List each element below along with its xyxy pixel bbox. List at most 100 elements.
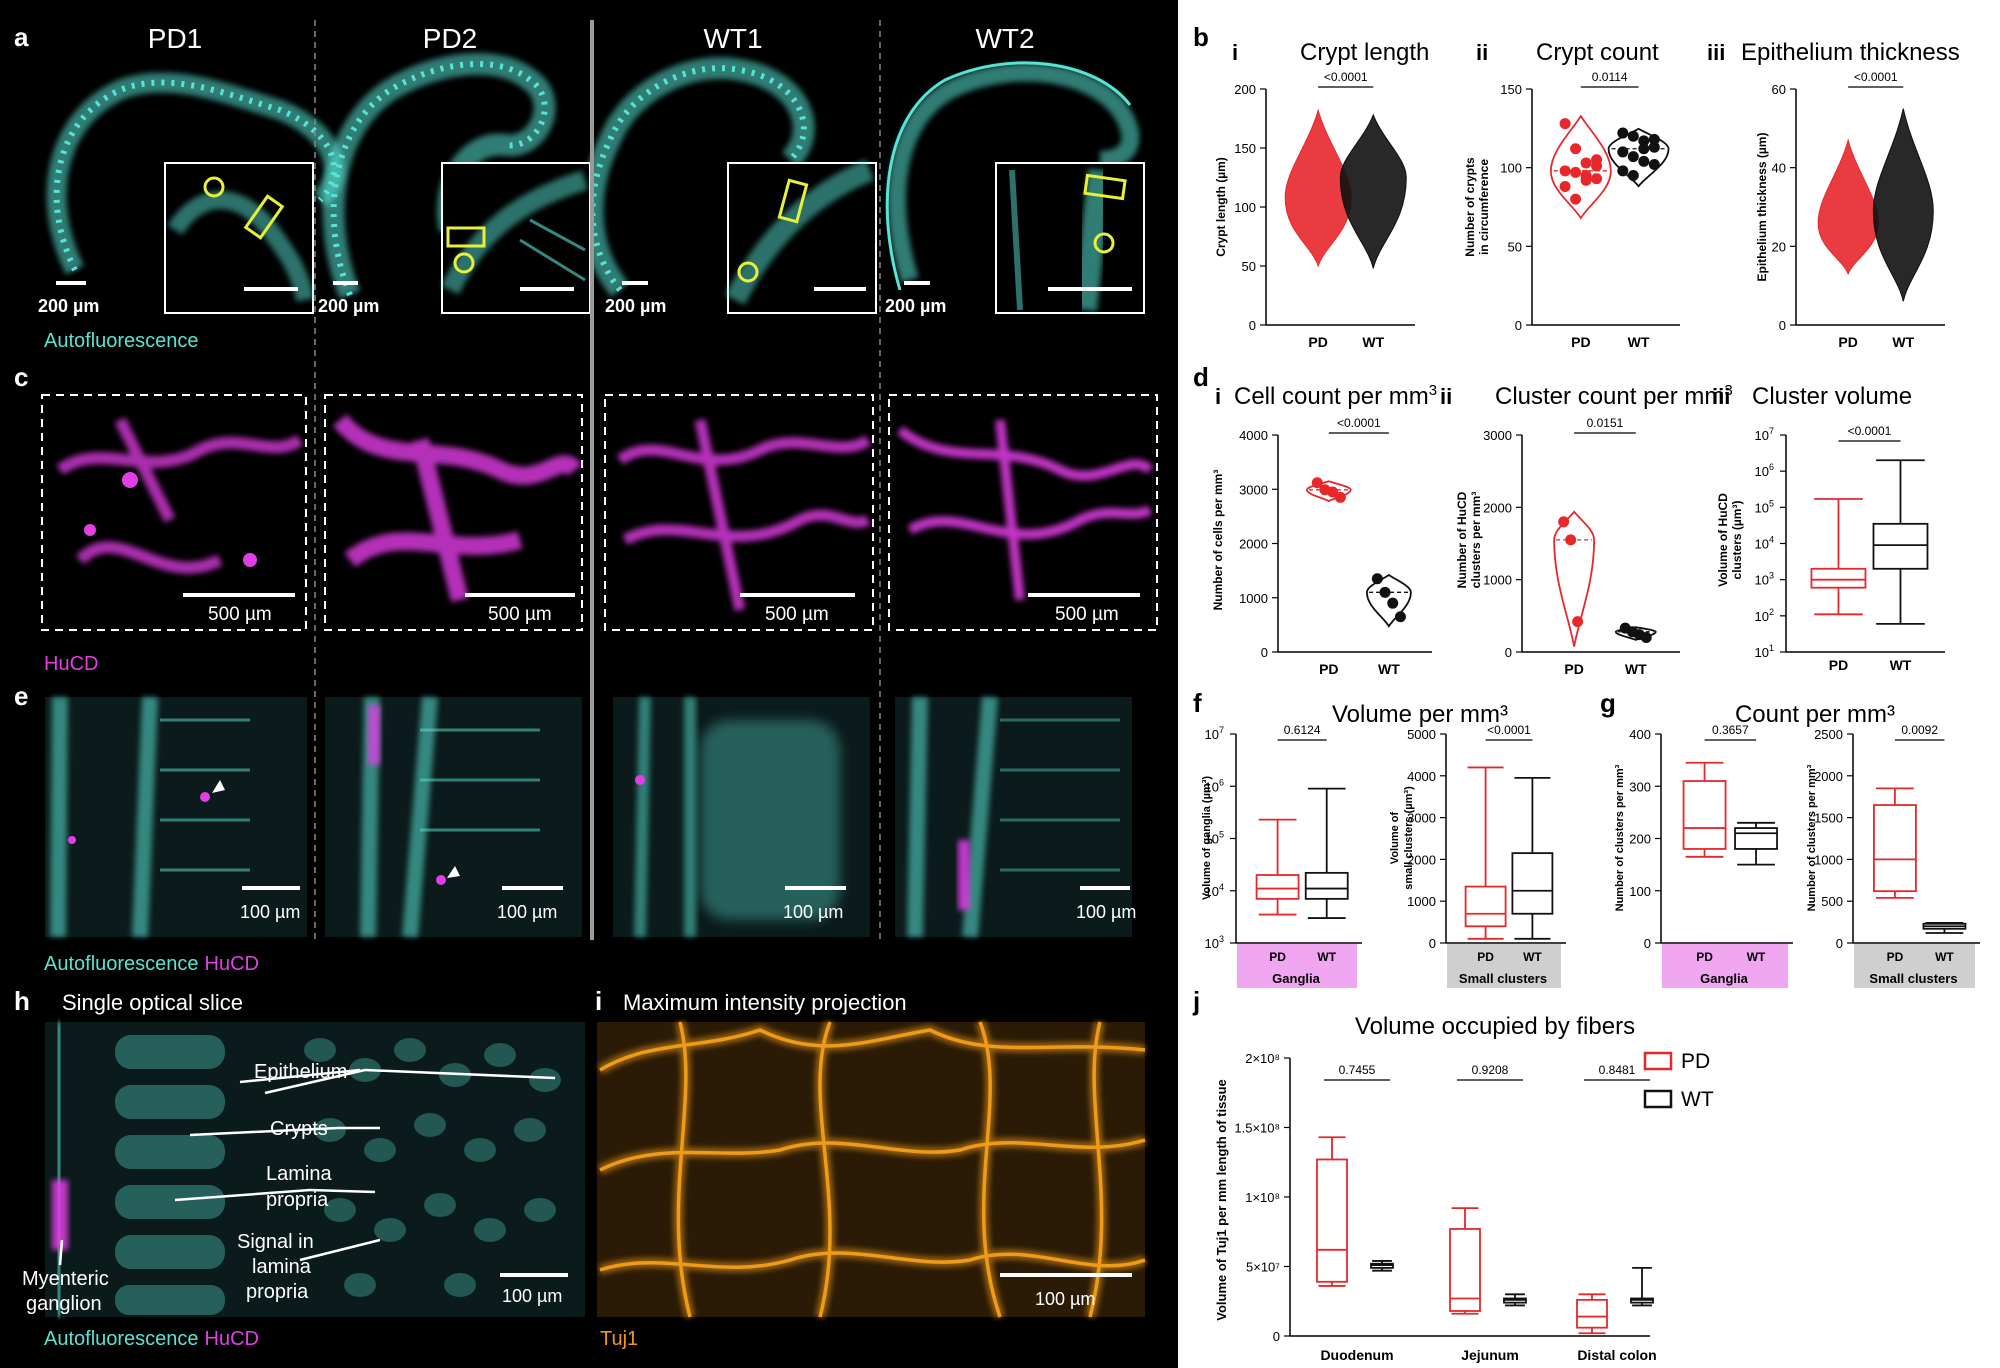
data-point (1580, 174, 1592, 186)
y-tick-label: 103 (1755, 571, 1774, 588)
tick-exponent: 7 (1769, 426, 1774, 436)
y-tick-label: 1000 (1814, 852, 1843, 867)
chart-roman-numeral: i (1232, 40, 1238, 65)
scalebar-label: 100 µm (783, 902, 843, 922)
chart-title: Cluster volume (1752, 383, 1912, 410)
group-label: Ganglia (1700, 971, 1748, 986)
box-wt (1370, 1260, 1394, 1272)
inset-circle-marker (1093, 232, 1115, 254)
hucd-image-pd1: 500 µm (41, 394, 307, 631)
y-tick-label: 100 (1234, 200, 1256, 215)
y-tick-label: 107 (1205, 725, 1224, 742)
data-point (1570, 143, 1582, 155)
chart-b-i: 0 50 100 150 200 PD WT <0.0001 (1234, 70, 1415, 350)
sample-label-wt1: WT1 (703, 23, 762, 54)
y-tick-label: 2500 (1814, 727, 1843, 742)
scalebar-label: 500 µm (765, 604, 829, 625)
panel-h-title: Single optical slice (62, 990, 243, 1015)
scalebar-label: 200 µm (318, 296, 379, 316)
box (1682, 780, 1727, 850)
label-lamina-propria: Lamina (266, 1163, 332, 1185)
label-lamina-propria-2: propria (266, 1189, 329, 1211)
tissue-image-pd1 (46, 72, 345, 275)
y-tick-label: 0 (1644, 936, 1651, 951)
sample-label-pd1: PD1 (148, 23, 202, 54)
channel-label-autofluorescence: Autofluorescence (44, 330, 199, 352)
y-axis-label: Crypt length (µm) (1214, 157, 1228, 257)
y-tick-label: 20 (1772, 239, 1786, 254)
tick-base: 10 (1755, 537, 1769, 552)
data-point (1648, 141, 1660, 153)
scalebar-label: 100 µm (240, 902, 300, 922)
panel-d-letter: d (1193, 362, 1209, 392)
crypt-pattern (115, 1035, 225, 1315)
chart-title: Cell count per mm3 (1234, 382, 1437, 410)
group-label: Small clusters (1869, 971, 1957, 986)
y-tick-label: 1500 (1814, 811, 1843, 826)
legend-label-wt: WT (1681, 1088, 1714, 1111)
box-pd (1576, 1293, 1608, 1335)
x-tick-label: PD (1477, 950, 1494, 964)
y-tick-label: 4000 (1239, 428, 1268, 443)
hucd-image-wt2: 500 µm (888, 394, 1158, 631)
box-wt (1734, 821, 1778, 866)
inset-pd1 (164, 162, 314, 314)
hucd-image-wt1: 500 µm (604, 394, 874, 631)
tick-exponent: 4 (1769, 535, 1774, 545)
y-tick-label: 400 (1629, 727, 1651, 742)
chart-title: Crypt length (1300, 39, 1429, 66)
p-value: 0.8481 (1599, 1063, 1636, 1077)
inset-rect-marker (777, 178, 809, 224)
y-tick-label: 1000 (1407, 894, 1436, 909)
y-tick-label: 3000 (1483, 428, 1512, 443)
group-band (1237, 944, 1357, 988)
violin-wt (1614, 626, 1657, 641)
overlay-image-1: 100 µm (45, 696, 307, 938)
group-label: Ganglia (1272, 971, 1320, 986)
y-tick-label: 2000 (1407, 852, 1436, 867)
y-axis-label: Number of HuCD (1455, 491, 1469, 588)
y-tick-label: 1000 (1239, 591, 1268, 606)
box (1449, 1228, 1481, 1312)
p-value: 0.0092 (1901, 723, 1938, 737)
tick-exponent: 7 (1219, 725, 1224, 735)
x-tick-label: PD (1887, 950, 1904, 964)
y-axis-label: Number of crypts (1463, 157, 1477, 257)
x-tick-label: WT (1890, 657, 1912, 673)
x-tick-label: Distal colon (1577, 1347, 1656, 1363)
box-pd (1255, 818, 1300, 916)
y-tick-label: 3000 (1239, 482, 1268, 497)
y-tick-label: 0 (1779, 318, 1786, 333)
y-tick-label: 150 (1500, 82, 1522, 97)
chart-title: Cluster count per mm3 (1495, 382, 1733, 410)
data-point (1379, 586, 1391, 598)
hucd-image-pd2: 500 µm (324, 394, 583, 631)
tick-base: 10 (1205, 779, 1219, 794)
panel-i-title: Maximum intensity projection (623, 990, 907, 1015)
label-epithelium: Epithelium (254, 1061, 347, 1083)
label-myenteric: Myenteric (22, 1268, 109, 1290)
data-point (1638, 135, 1650, 147)
violin-pd (1305, 480, 1352, 503)
box (1872, 522, 1929, 570)
y-axis-label: Volume of Tuj1 per mm length of tissue (1214, 1079, 1229, 1320)
x-tick-label: WT (1378, 661, 1400, 677)
data-point (1627, 170, 1639, 182)
p-value: 0.3657 (1712, 723, 1749, 737)
box-pd (1449, 1207, 1481, 1315)
box-pd (1873, 787, 1917, 899)
tick-base: 10 (1755, 500, 1769, 515)
y-tick-label: 100 (1500, 161, 1522, 176)
label-signal-2: lamina (252, 1256, 312, 1278)
data-point (1617, 146, 1629, 158)
scalebar-label: 200 µm (38, 296, 99, 316)
y-tick-label: 104 (1205, 882, 1224, 899)
box (1255, 874, 1300, 900)
chart-b-ii: 0 50 100 150 PD WT 0.0114 (1500, 70, 1680, 350)
y-tick-label: 1×10⁸ (1245, 1190, 1280, 1205)
label-signal: Signal in (237, 1231, 314, 1253)
channel-label-tuj1: Tuj1 (600, 1328, 638, 1350)
p-value: 0.7455 (1339, 1063, 1376, 1077)
title-superscript: 3 (1429, 382, 1437, 399)
